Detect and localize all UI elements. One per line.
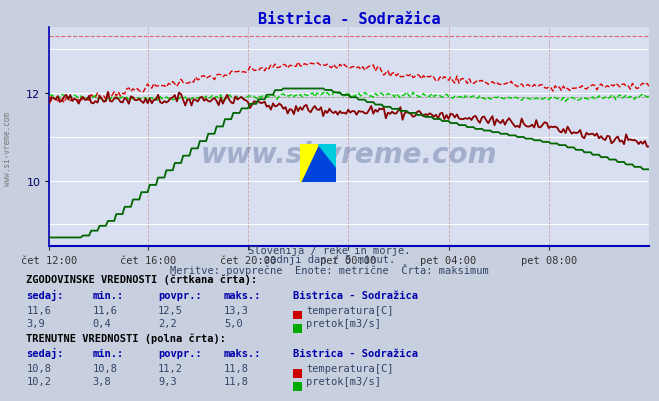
- Text: 3,8: 3,8: [92, 376, 111, 386]
- Polygon shape: [318, 144, 336, 167]
- Text: Bistrica - Sodražica: Bistrica - Sodražica: [293, 348, 418, 358]
- Text: 11,8: 11,8: [224, 376, 249, 386]
- Polygon shape: [300, 144, 318, 182]
- Text: zadnji dan / 5 minut.: zadnji dan / 5 minut.: [264, 255, 395, 265]
- Text: temperatura[C]: temperatura[C]: [306, 363, 394, 373]
- Text: pretok[m3/s]: pretok[m3/s]: [306, 376, 382, 386]
- Text: maks.:: maks.:: [224, 290, 262, 300]
- Text: 10,8: 10,8: [92, 363, 117, 373]
- Text: pretok[m3/s]: pretok[m3/s]: [306, 318, 382, 328]
- Text: min.:: min.:: [92, 348, 123, 358]
- Text: povpr.:: povpr.:: [158, 348, 202, 358]
- Text: 3,9: 3,9: [26, 318, 45, 328]
- Text: temperatura[C]: temperatura[C]: [306, 305, 394, 315]
- Text: Meritve: povprečne  Enote: metrične  Črta: maksimum: Meritve: povprečne Enote: metrične Črta:…: [170, 263, 489, 275]
- Text: 10,2: 10,2: [26, 376, 51, 386]
- Text: ZGODOVINSKE VREDNOSTI (črtkana črta):: ZGODOVINSKE VREDNOSTI (črtkana črta):: [26, 274, 258, 285]
- Text: min.:: min.:: [92, 290, 123, 300]
- Text: maks.:: maks.:: [224, 348, 262, 358]
- Polygon shape: [300, 144, 336, 182]
- Text: 0,4: 0,4: [92, 318, 111, 328]
- Text: www.si-vreme.com: www.si-vreme.com: [3, 111, 13, 185]
- Text: Slovenija / reke in morje.: Slovenija / reke in morje.: [248, 245, 411, 255]
- Text: 2,2: 2,2: [158, 318, 177, 328]
- Text: 11,2: 11,2: [158, 363, 183, 373]
- Text: 13,3: 13,3: [224, 305, 249, 315]
- Text: Bistrica - Sodražica: Bistrica - Sodražica: [293, 290, 418, 300]
- Text: 10,8: 10,8: [26, 363, 51, 373]
- Text: povpr.:: povpr.:: [158, 290, 202, 300]
- Text: 9,3: 9,3: [158, 376, 177, 386]
- Text: 5,0: 5,0: [224, 318, 243, 328]
- Text: 11,6: 11,6: [26, 305, 51, 315]
- Text: sedaj:: sedaj:: [26, 289, 64, 300]
- Text: 11,6: 11,6: [92, 305, 117, 315]
- Text: www.si-vreme.com: www.si-vreme.com: [201, 141, 498, 169]
- Text: 12,5: 12,5: [158, 305, 183, 315]
- Title: Bistrica - Sodražica: Bistrica - Sodražica: [258, 12, 440, 27]
- Text: 11,8: 11,8: [224, 363, 249, 373]
- Text: TRENUTNE VREDNOSTI (polna črta):: TRENUTNE VREDNOSTI (polna črta):: [26, 332, 226, 343]
- Text: sedaj:: sedaj:: [26, 347, 64, 358]
